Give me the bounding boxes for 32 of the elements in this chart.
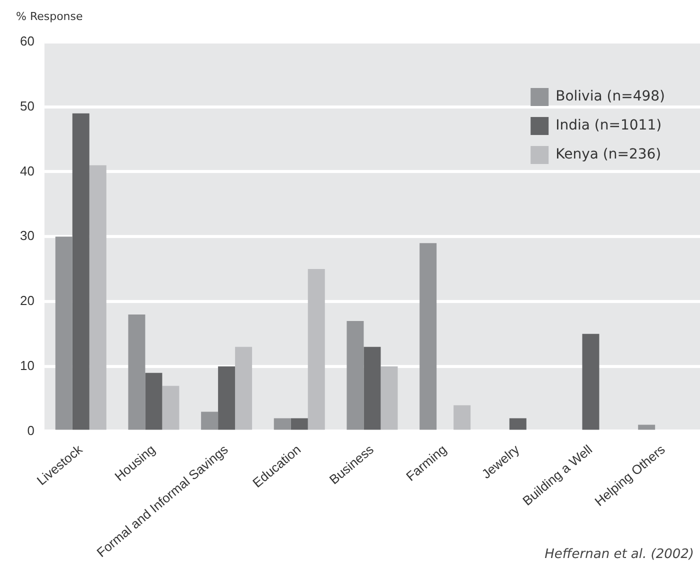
text: Heffernan et al. (2002) (544, 547, 694, 562)
bar (128, 314, 146, 430)
y-tick-label: 20 (20, 293, 34, 308)
bar (235, 346, 252, 430)
y-tick-label: 50 (20, 98, 34, 114)
legend-label: Kenya (n=236) (556, 146, 662, 163)
bar (308, 269, 325, 430)
bar (454, 405, 471, 430)
bar (638, 424, 656, 430)
bar (582, 334, 600, 430)
y-tick-label: 60 (20, 34, 34, 49)
bar (364, 346, 381, 430)
bar (55, 236, 72, 430)
bar (346, 320, 364, 430)
bar (145, 372, 162, 430)
legend-label: Bolivia (n=498) (556, 88, 666, 105)
bar (162, 386, 180, 430)
bar (420, 243, 437, 430)
bar (290, 418, 308, 430)
y-tick-label: 40 (20, 163, 34, 178)
bar (380, 366, 398, 430)
bar (89, 165, 106, 430)
y-axis-title: % Response (16, 10, 83, 23)
bar (218, 366, 236, 430)
y-tick-label: 10 (20, 358, 34, 373)
bar (72, 113, 90, 430)
bar (274, 418, 291, 430)
legend-label: India (n=1011) (556, 118, 662, 134)
y-tick-label: 30 (20, 228, 34, 244)
bar (509, 418, 526, 430)
bar (201, 412, 218, 430)
y-tick-label: 0 (27, 422, 34, 438)
